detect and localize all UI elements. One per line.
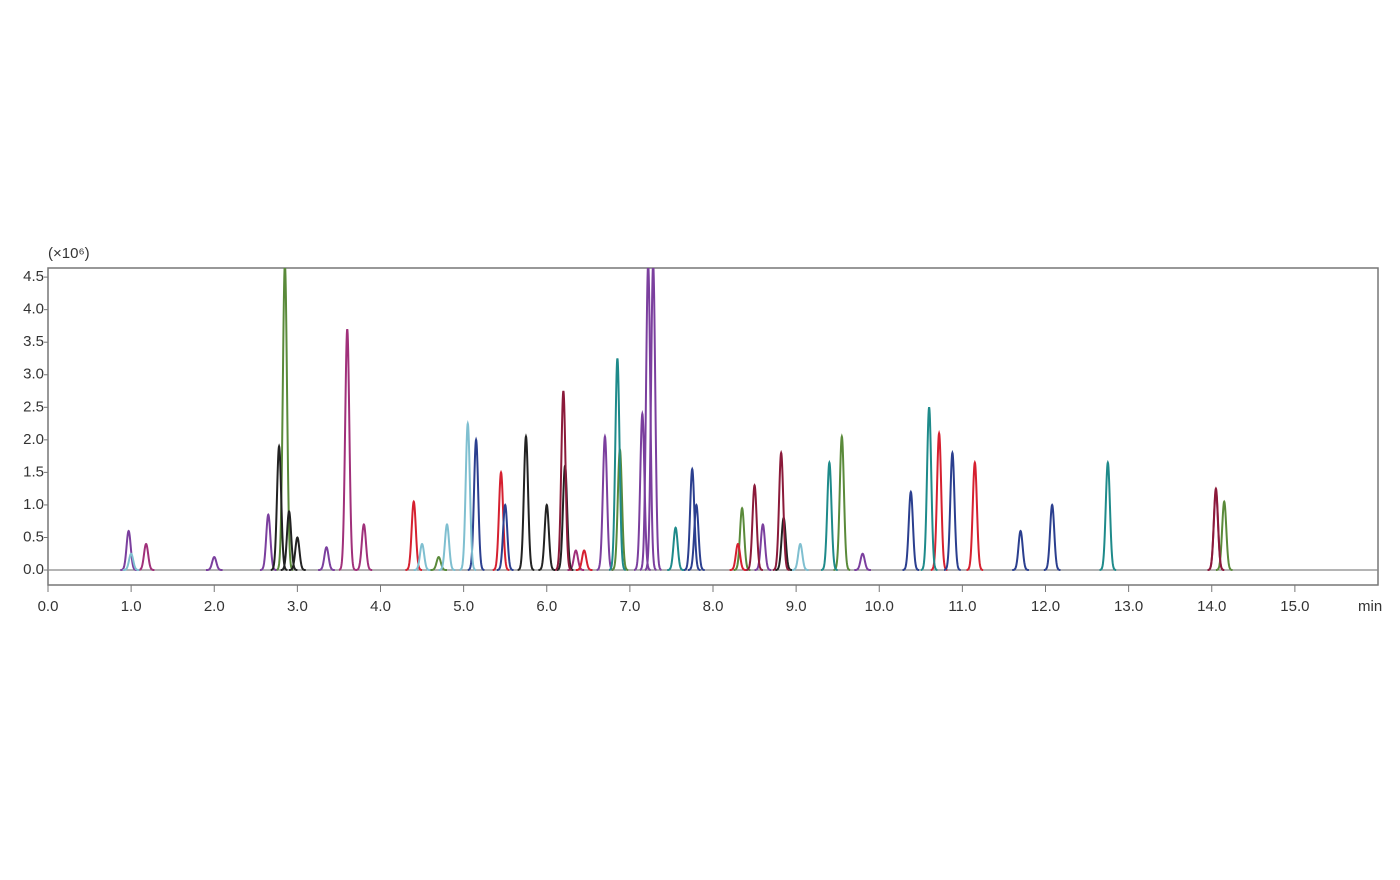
x-tick-label: 2.0 [204, 598, 225, 615]
peaks [48, 268, 1378, 572]
peak [318, 546, 335, 572]
peak [355, 522, 373, 572]
y-tick-label: 4.0 [23, 301, 44, 318]
peak [405, 499, 423, 572]
peak [683, 466, 701, 571]
x-tick-label: 5.0 [453, 598, 474, 615]
peak [459, 419, 477, 571]
x-tick-label: 11.0 [948, 598, 976, 615]
peak [688, 503, 705, 572]
x-tick-label: 0.0 [38, 598, 59, 615]
x-tick-label: 9.0 [786, 598, 807, 615]
peak [413, 542, 431, 572]
peak [438, 522, 456, 572]
peak [1099, 459, 1117, 571]
peak [833, 433, 851, 571]
peak [276, 268, 294, 571]
peak [930, 429, 948, 571]
y-tick-label: 4.5 [23, 268, 44, 285]
peak [644, 268, 662, 571]
peak [575, 549, 593, 572]
peak [430, 555, 447, 572]
peak [205, 555, 223, 572]
peak [289, 536, 306, 572]
peak [1043, 503, 1061, 572]
peak [137, 542, 155, 572]
y-tick-label: 2.5 [23, 398, 44, 415]
peak [596, 433, 614, 571]
x-tick-label: 14.0 [1197, 598, 1226, 615]
peak [1215, 499, 1233, 572]
peak [902, 489, 920, 571]
y-unit-label: (×10⁶) [48, 245, 90, 262]
peak [122, 552, 140, 572]
peak [467, 436, 485, 571]
peak [538, 503, 556, 572]
peak [496, 503, 514, 572]
plot-frame [47, 267, 1379, 586]
x-tick-label: 6.0 [536, 598, 557, 615]
peak [772, 449, 790, 571]
y-tick-label: 3.5 [23, 333, 44, 350]
peak [554, 390, 572, 571]
x-tick-label: 4.0 [370, 598, 391, 615]
peak [280, 509, 298, 572]
peak [1207, 486, 1225, 571]
peak [517, 433, 535, 571]
peak [966, 459, 984, 571]
peak [667, 526, 684, 572]
y-tick-label: 0.0 [23, 561, 44, 578]
peak [746, 483, 763, 571]
x-tick-label: 10.0 [865, 598, 894, 615]
x-tick-label: 1.0 [121, 598, 142, 615]
peak [1012, 529, 1029, 572]
y-tick-label: 3.0 [23, 366, 44, 383]
y-tick-label: 2.0 [23, 431, 44, 448]
peak [920, 407, 938, 571]
peak [639, 268, 657, 571]
peak [608, 358, 626, 571]
x-tick-label: 15.0 [1280, 598, 1309, 615]
x-tick-label: 7.0 [619, 598, 640, 615]
y-tick-label: 1.0 [23, 496, 44, 513]
x-axis-label: min [1358, 598, 1382, 615]
x-tick-label: 12.0 [1031, 598, 1060, 615]
peak [729, 542, 747, 572]
peak [943, 449, 961, 571]
peak [791, 542, 809, 572]
peak [754, 522, 772, 572]
x-tick-label: 3.0 [287, 598, 308, 615]
x-tick-label: 13.0 [1114, 598, 1143, 615]
y-tick-label: 0.5 [23, 528, 44, 545]
y-tick-label: 1.5 [23, 463, 44, 480]
peak [120, 529, 137, 572]
peak [733, 506, 751, 572]
x-tick-label: 8.0 [703, 598, 724, 615]
peak [854, 552, 871, 572]
peak [492, 469, 510, 571]
peak [338, 329, 356, 571]
peak [821, 459, 838, 571]
